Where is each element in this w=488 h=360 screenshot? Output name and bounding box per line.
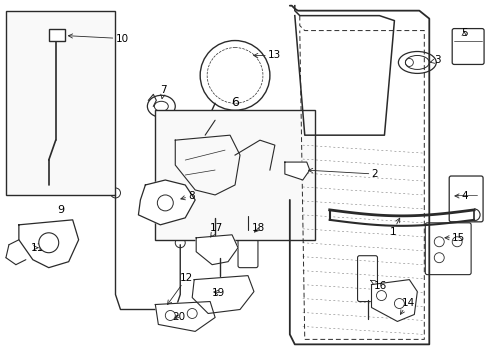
- Circle shape: [187, 309, 197, 319]
- Text: 8: 8: [181, 191, 194, 201]
- Text: 16: 16: [370, 280, 386, 291]
- Text: 7: 7: [160, 85, 166, 99]
- Text: 12: 12: [167, 273, 193, 305]
- Text: 18: 18: [251, 223, 264, 233]
- Circle shape: [376, 291, 386, 301]
- Polygon shape: [192, 276, 253, 314]
- Text: 9: 9: [57, 205, 64, 215]
- Text: 11: 11: [31, 243, 44, 253]
- Circle shape: [165, 310, 175, 320]
- Text: 2: 2: [308, 168, 377, 179]
- Text: 14: 14: [400, 297, 414, 314]
- Bar: [155, 110, 314, 240]
- Polygon shape: [285, 162, 309, 180]
- Text: 17: 17: [210, 223, 223, 237]
- Polygon shape: [155, 302, 215, 332]
- Text: 20: 20: [172, 312, 185, 323]
- Text: 3: 3: [429, 55, 440, 66]
- Text: 5: 5: [460, 28, 467, 37]
- Text: 13: 13: [253, 50, 281, 60]
- Text: 6: 6: [231, 96, 239, 109]
- Circle shape: [394, 298, 404, 309]
- Text: 10: 10: [68, 33, 128, 44]
- Text: 1: 1: [388, 218, 399, 237]
- Bar: [49, 28, 64, 41]
- Circle shape: [157, 195, 173, 211]
- Polygon shape: [19, 220, 79, 268]
- Circle shape: [39, 233, 59, 253]
- Text: 15: 15: [444, 233, 465, 243]
- Text: 19: 19: [212, 288, 225, 298]
- Polygon shape: [196, 235, 238, 265]
- Text: 4: 4: [454, 191, 467, 201]
- Bar: [6, 11, 115, 195]
- Polygon shape: [138, 180, 195, 225]
- Polygon shape: [371, 280, 416, 321]
